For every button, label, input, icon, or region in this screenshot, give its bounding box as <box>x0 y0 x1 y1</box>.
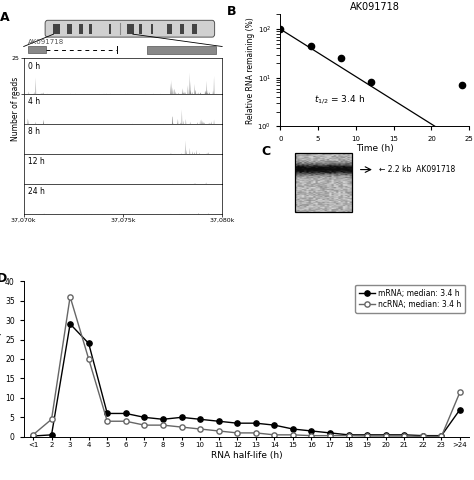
Line: ncRNA; median: 3.4 h: ncRNA; median: 3.4 h <box>30 294 463 439</box>
mRNA; median: 3.4 h: (8, 5): 3.4 h: (8, 5) <box>179 414 184 420</box>
mRNA; median: 3.4 h: (22, 0.3): 3.4 h: (22, 0.3) <box>438 433 444 439</box>
ncRNA; median: 3.4 h: (15, 0.3): 3.4 h: (15, 0.3) <box>309 433 314 439</box>
Bar <box>151 24 153 34</box>
mRNA; median: 3.4 h: (4, 6): 3.4 h: (4, 6) <box>104 410 110 416</box>
Bar <box>147 46 216 54</box>
Title: AK091718: AK091718 <box>350 2 400 12</box>
Text: B: B <box>228 5 237 18</box>
ncRNA; median: 3.4 h: (5, 4): 3.4 h: (5, 4) <box>123 419 128 424</box>
Text: AK091718: AK091718 <box>27 39 64 46</box>
mRNA; median: 3.4 h: (15, 1.5): 3.4 h: (15, 1.5) <box>309 428 314 434</box>
ncRNA; median: 3.4 h: (7, 3): 3.4 h: (7, 3) <box>160 422 166 428</box>
X-axis label: Time (h): Time (h) <box>356 144 393 153</box>
Y-axis label: Number of reads: Number of reads <box>10 77 19 141</box>
Bar <box>109 24 111 34</box>
Bar <box>295 153 352 212</box>
ncRNA; median: 3.4 h: (19, 0.2): 3.4 h: (19, 0.2) <box>383 433 389 439</box>
Text: 4 h: 4 h <box>27 97 40 106</box>
mRNA; median: 3.4 h: (23, 7): 3.4 h: (23, 7) <box>457 407 463 412</box>
mRNA; median: 3.4 h: (1, 0.5): 3.4 h: (1, 0.5) <box>49 432 55 438</box>
ncRNA; median: 3.4 h: (12, 1): 3.4 h: (12, 1) <box>253 430 259 436</box>
Bar <box>181 24 184 34</box>
mRNA; median: 3.4 h: (12, 3.5): 3.4 h: (12, 3.5) <box>253 420 259 426</box>
Bar <box>166 24 172 34</box>
mRNA; median: 3.4 h: (16, 1): 3.4 h: (16, 1) <box>327 430 333 436</box>
mRNA; median: 3.4 h: (0, 0.2): 3.4 h: (0, 0.2) <box>30 433 36 439</box>
mRNA; median: 3.4 h: (21, 0.3): 3.4 h: (21, 0.3) <box>420 433 426 439</box>
Bar <box>67 24 73 34</box>
Text: 8 h: 8 h <box>27 127 40 136</box>
FancyBboxPatch shape <box>45 20 215 37</box>
ncRNA; median: 3.4 h: (17, 0.3): 3.4 h: (17, 0.3) <box>346 433 351 439</box>
mRNA; median: 3.4 h: (3, 24): 3.4 h: (3, 24) <box>86 340 91 346</box>
mRNA; median: 3.4 h: (5, 6): 3.4 h: (5, 6) <box>123 410 128 416</box>
mRNA; median: 3.4 h: (9, 4.5): 3.4 h: (9, 4.5) <box>197 417 203 422</box>
Text: 0 h: 0 h <box>27 62 40 71</box>
mRNA; median: 3.4 h: (13, 3): 3.4 h: (13, 3) <box>272 422 277 428</box>
Bar <box>54 24 60 34</box>
mRNA; median: 3.4 h: (19, 0.5): 3.4 h: (19, 0.5) <box>383 432 389 438</box>
ncRNA; median: 3.4 h: (9, 2): 3.4 h: (9, 2) <box>197 426 203 432</box>
Bar <box>139 24 142 34</box>
mRNA; median: 3.4 h: (2, 29): 3.4 h: (2, 29) <box>67 321 73 327</box>
Text: C: C <box>261 145 271 158</box>
ncRNA; median: 3.4 h: (23, 11.5): 3.4 h: (23, 11.5) <box>457 389 463 395</box>
ncRNA; median: 3.4 h: (13, 0.5): 3.4 h: (13, 0.5) <box>272 432 277 438</box>
Text: D: D <box>0 272 7 285</box>
Bar <box>27 46 46 53</box>
Line: mRNA; median: 3.4 h: mRNA; median: 3.4 h <box>30 321 463 439</box>
ncRNA; median: 3.4 h: (2, 36): 3.4 h: (2, 36) <box>67 294 73 300</box>
ncRNA; median: 3.4 h: (14, 0.5): 3.4 h: (14, 0.5) <box>290 432 296 438</box>
ncRNA; median: 3.4 h: (3, 20): 3.4 h: (3, 20) <box>86 356 91 362</box>
ncRNA; median: 3.4 h: (20, 0.2): 3.4 h: (20, 0.2) <box>401 433 407 439</box>
mRNA; median: 3.4 h: (17, 0.5): 3.4 h: (17, 0.5) <box>346 432 351 438</box>
Text: A: A <box>0 12 9 24</box>
mRNA; median: 3.4 h: (10, 4): 3.4 h: (10, 4) <box>216 419 221 424</box>
mRNA; median: 3.4 h: (7, 4.5): 3.4 h: (7, 4.5) <box>160 417 166 422</box>
ncRNA; median: 3.4 h: (1, 4.5): 3.4 h: (1, 4.5) <box>49 417 55 422</box>
ncRNA; median: 3.4 h: (16, 0.3): 3.4 h: (16, 0.3) <box>327 433 333 439</box>
ncRNA; median: 3.4 h: (18, 0.2): 3.4 h: (18, 0.2) <box>365 433 370 439</box>
Bar <box>192 24 197 34</box>
mRNA; median: 3.4 h: (6, 5): 3.4 h: (6, 5) <box>142 414 147 420</box>
mRNA; median: 3.4 h: (11, 3.5): 3.4 h: (11, 3.5) <box>234 420 240 426</box>
mRNA; median: 3.4 h: (20, 0.5): 3.4 h: (20, 0.5) <box>401 432 407 438</box>
Text: ← 2.2 kb  AK091718: ← 2.2 kb AK091718 <box>379 165 455 174</box>
Text: 12 h: 12 h <box>27 157 45 166</box>
mRNA; median: 3.4 h: (14, 2): 3.4 h: (14, 2) <box>290 426 296 432</box>
ncRNA; median: 3.4 h: (6, 3): 3.4 h: (6, 3) <box>142 422 147 428</box>
Bar <box>79 24 83 34</box>
Text: 24 h: 24 h <box>27 187 45 196</box>
Y-axis label: Fraction of transcripts (%): Fraction of transcripts (%) <box>0 304 2 414</box>
ncRNA; median: 3.4 h: (11, 1): 3.4 h: (11, 1) <box>234 430 240 436</box>
ncRNA; median: 3.4 h: (10, 1.5): 3.4 h: (10, 1.5) <box>216 428 221 434</box>
Bar <box>89 24 92 34</box>
ncRNA; median: 3.4 h: (8, 2.5): 3.4 h: (8, 2.5) <box>179 424 184 430</box>
Y-axis label: Relative RNA remaining (%): Relative RNA remaining (%) <box>246 17 255 124</box>
Legend: mRNA; median: 3.4 h, ncRNA; median: 3.4 h: mRNA; median: 3.4 h, ncRNA; median: 3.4 … <box>356 285 465 313</box>
Bar <box>127 24 134 34</box>
Text: $t_{1/2}$ = 3.4 h: $t_{1/2}$ = 3.4 h <box>314 93 365 106</box>
mRNA; median: 3.4 h: (18, 0.5): 3.4 h: (18, 0.5) <box>365 432 370 438</box>
ncRNA; median: 3.4 h: (4, 4): 3.4 h: (4, 4) <box>104 419 110 424</box>
ncRNA; median: 3.4 h: (0, 0.5): 3.4 h: (0, 0.5) <box>30 432 36 438</box>
ncRNA; median: 3.4 h: (22, 0.1): 3.4 h: (22, 0.1) <box>438 433 444 439</box>
ncRNA; median: 3.4 h: (21, 0.1): 3.4 h: (21, 0.1) <box>420 433 426 439</box>
X-axis label: RNA half-life (h): RNA half-life (h) <box>210 451 283 460</box>
